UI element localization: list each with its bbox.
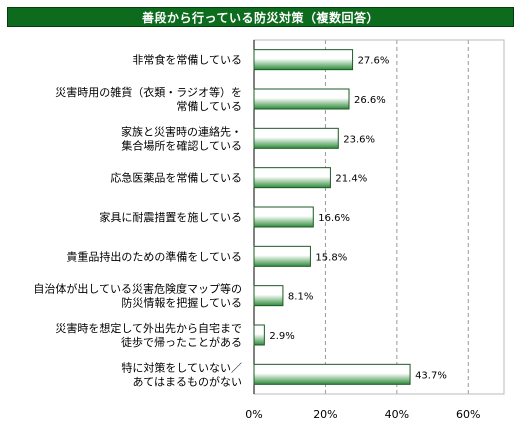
bar (253, 206, 314, 228)
bar (253, 363, 411, 385)
bar (253, 49, 354, 71)
category-label: 災害時を想定して外出先から自宅まで徒歩で帰ったことがある (55, 321, 242, 349)
category-label: 災害時用の雑貨（衣類・ラジオ等）を常備している (55, 85, 242, 113)
x-tick-label: 60% (456, 408, 480, 421)
category-label: 非常食を常備している (132, 53, 242, 67)
bar (253, 88, 350, 110)
chart-title: 善段から行っている防災対策（複数回答） (142, 10, 379, 25)
bar-value-label: 43.7% (415, 370, 447, 381)
bar (253, 127, 339, 149)
bar-value-label: 27.6% (358, 56, 390, 67)
bar-value-label: 16.6% (318, 213, 350, 224)
bar (253, 245, 311, 267)
category-label: 応急医薬品を常備している (110, 171, 242, 185)
x-tick-label: 40% (385, 408, 409, 421)
bar-value-label: 21.4% (335, 174, 367, 185)
chart-title-bar: 善段から行っている防災対策（複数回答） (7, 7, 514, 27)
bar-value-label: 15.8% (315, 252, 347, 263)
category-label: 自治体が出している災害危険度マップ等の防災情報を把握している (33, 282, 242, 310)
x-tick-label: 20% (313, 408, 337, 421)
bar (253, 324, 265, 346)
bar (253, 285, 284, 307)
bar-value-label: 26.6% (354, 95, 386, 106)
category-label: 家族と災害時の連絡先・集合場所を確認している (121, 124, 242, 152)
category-label: 家具に耐震措置を施している (99, 210, 242, 224)
bar-value-label: 8.1% (288, 292, 313, 303)
bar-value-label: 2.9% (269, 331, 294, 342)
bar (253, 167, 331, 189)
x-tick-label: 0% (245, 408, 262, 421)
category-label: 貴重品持出のための準備をしている (66, 249, 242, 263)
bar-value-label: 23.6% (343, 134, 375, 145)
category-label: 特に対策をしていない／あてはまるものがない (121, 360, 242, 388)
